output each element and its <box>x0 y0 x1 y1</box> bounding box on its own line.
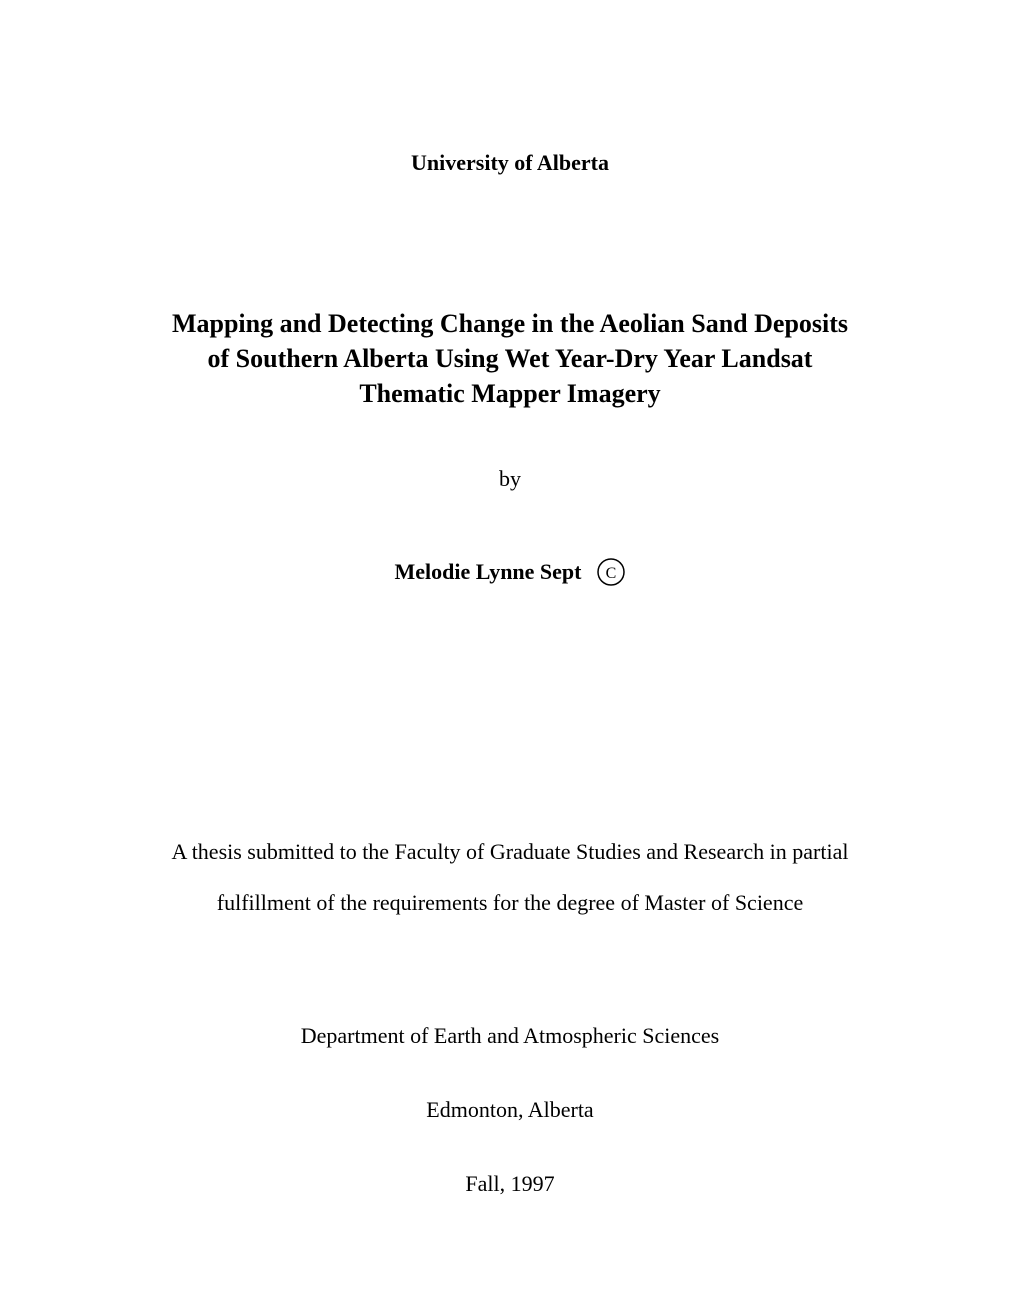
thesis-statement-line-2: fulfillment of the requirements for the … <box>217 890 803 915</box>
by-label: by <box>499 466 521 492</box>
copyright-glyph: C <box>605 565 616 582</box>
thesis-statement-line-1: A thesis submitted to the Faculty of Gra… <box>172 839 849 864</box>
author-name: Melodie Lynne Sept <box>394 559 581 585</box>
thesis-title: Mapping and Detecting Change in the Aeol… <box>172 306 848 411</box>
author-row: Melodie Lynne Sept C <box>394 557 625 587</box>
institution-name: University of Alberta <box>411 150 609 176</box>
department-name: Department of Earth and Atmospheric Scie… <box>301 1023 719 1049</box>
copyright-icon: C <box>596 557 626 587</box>
title-line-2: of Southern Alberta Using Wet Year-Dry Y… <box>208 344 813 373</box>
thesis-statement: A thesis submitted to the Faculty of Gra… <box>172 827 849 928</box>
date: Fall, 1997 <box>465 1171 554 1197</box>
title-line-3: Thematic Mapper Imagery <box>359 379 660 408</box>
location: Edmonton, Alberta <box>426 1097 593 1123</box>
title-line-1: Mapping and Detecting Change in the Aeol… <box>172 309 848 338</box>
title-page: University of Alberta Mapping and Detect… <box>120 150 900 1210</box>
